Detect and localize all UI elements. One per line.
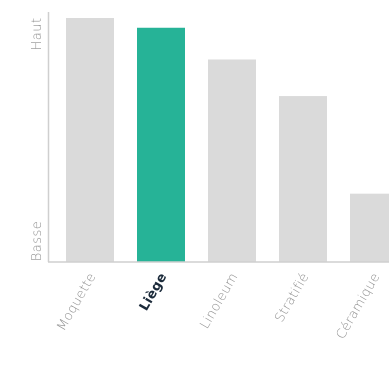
bar-ceramique xyxy=(350,193,389,262)
x-tick-label-ceramique: Céramique xyxy=(334,271,384,342)
x-tick-label-liege: Liège xyxy=(137,271,171,314)
bars-group xyxy=(66,18,389,263)
bar-liege xyxy=(137,27,185,263)
y-axis-low-label: Basse xyxy=(30,221,45,262)
y-axis-high-label: Haut xyxy=(30,17,45,50)
x-tick-label-moquette: Moquette xyxy=(54,271,99,334)
x-axis-labels: Moquette Liège Linoleum Stratifié Céramique xyxy=(54,271,383,342)
bar-linoleum xyxy=(208,59,256,263)
bar-stratifie xyxy=(279,96,327,262)
x-tick-label-linoleum: Linoleum xyxy=(197,271,241,332)
bar-moquette xyxy=(66,18,114,262)
x-tick-label-stratifie: Stratifié xyxy=(272,271,312,325)
